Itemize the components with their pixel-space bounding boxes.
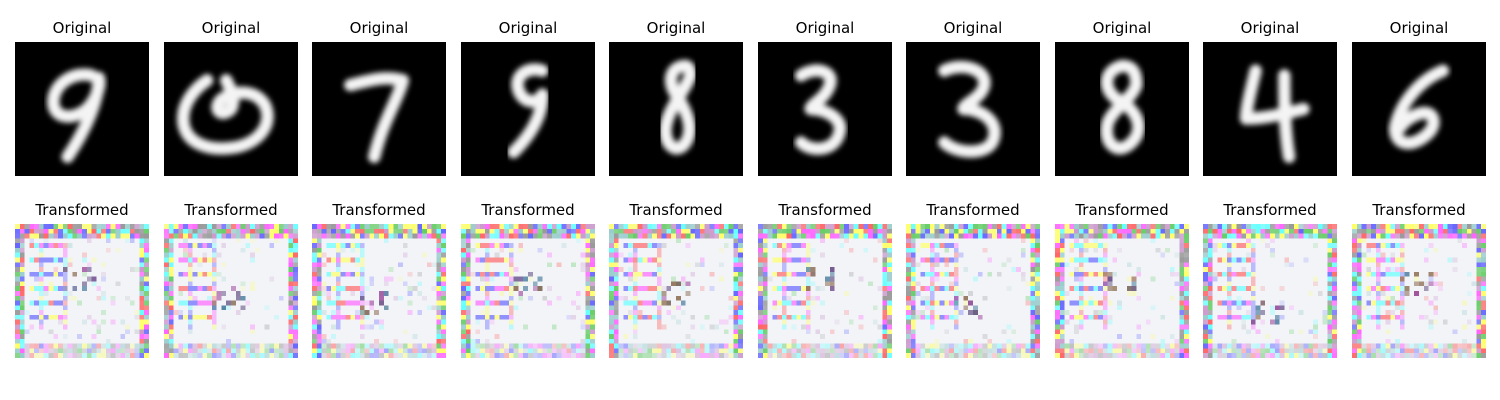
digit-image <box>312 42 446 176</box>
panel-title: Original <box>52 19 112 37</box>
panel-title: Original <box>1389 19 1449 37</box>
panel-title: Transformed <box>629 201 723 219</box>
panel-title: Original <box>349 19 409 37</box>
digit-image <box>906 42 1040 176</box>
digit-image <box>461 42 595 176</box>
transformed-image <box>461 224 595 358</box>
transformed-image <box>906 224 1040 358</box>
panel-title: Original <box>795 19 855 37</box>
panel-title: Original <box>1092 19 1152 37</box>
panel-title: Original <box>943 19 1003 37</box>
panel-title: Transformed <box>778 201 872 219</box>
digit-image <box>758 42 892 176</box>
digit-image <box>164 42 298 176</box>
digit-image <box>609 42 743 176</box>
transformed-image <box>312 224 446 358</box>
transformed-image <box>15 224 149 358</box>
transformed-image <box>758 224 892 358</box>
transformed-image <box>609 224 743 358</box>
panel-title: Transformed <box>1223 201 1317 219</box>
panel-title: Original <box>1240 19 1300 37</box>
panel-title: Original <box>201 19 261 37</box>
digit-image <box>1352 42 1486 176</box>
panel-title: Original <box>498 19 558 37</box>
digit-image <box>1203 42 1337 176</box>
panel-title: Transformed <box>332 201 426 219</box>
panel-title: Transformed <box>1372 201 1466 219</box>
panel-title: Transformed <box>1075 201 1169 219</box>
transformed-image <box>1055 224 1189 358</box>
panel-title: Transformed <box>184 201 278 219</box>
panel-title: Original <box>646 19 706 37</box>
digit-image <box>1055 42 1189 176</box>
transformed-image <box>164 224 298 358</box>
digit-image <box>15 42 149 176</box>
transformed-image <box>1352 224 1486 358</box>
transformed-image <box>1203 224 1337 358</box>
panel-title: Transformed <box>481 201 575 219</box>
panel-title: Transformed <box>926 201 1020 219</box>
panel-title: Transformed <box>35 201 129 219</box>
